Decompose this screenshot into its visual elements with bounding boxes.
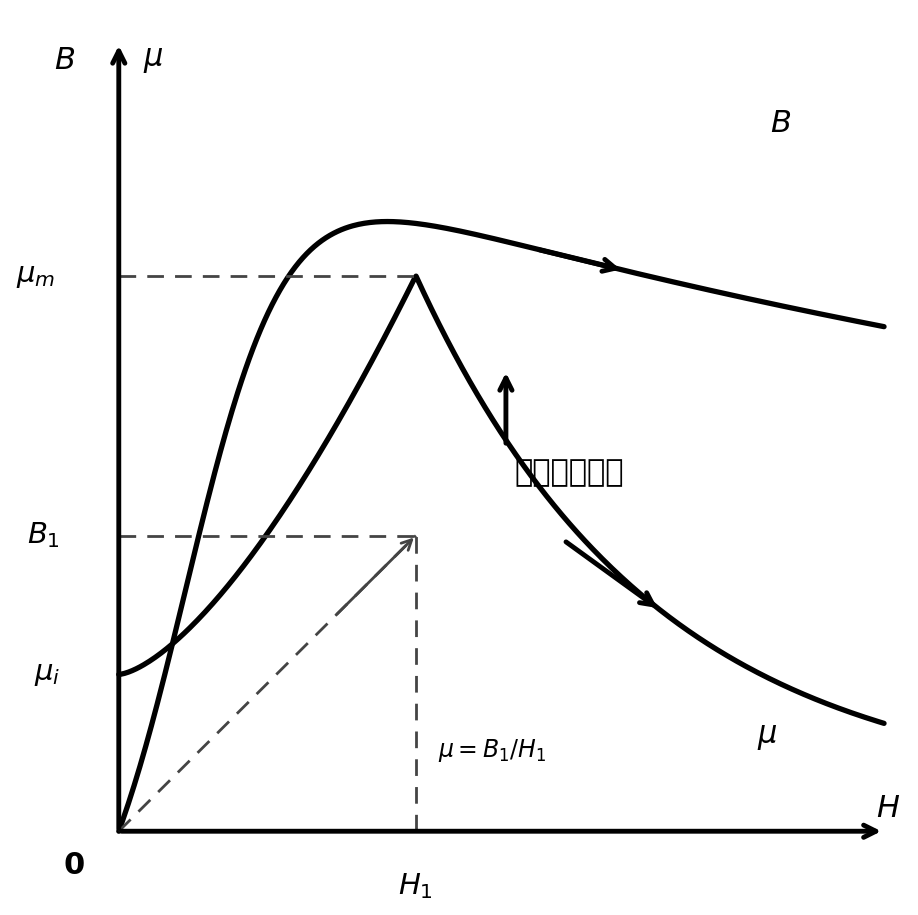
Text: $\mu_m$: $\mu_m$ bbox=[17, 262, 56, 290]
Text: $\mathbf{0}$: $\mathbf{0}$ bbox=[63, 851, 84, 880]
Text: 基本磁化曲线: 基本磁化曲线 bbox=[514, 458, 623, 488]
Text: $\mu_i$: $\mu_i$ bbox=[34, 661, 61, 688]
Text: $B$: $B$ bbox=[770, 109, 791, 138]
Text: $H$: $H$ bbox=[877, 794, 901, 824]
Text: $\mu$: $\mu$ bbox=[756, 723, 778, 751]
Text: $B$: $B$ bbox=[54, 46, 75, 75]
Text: $H_1$: $H_1$ bbox=[398, 872, 433, 901]
Text: $B_1$: $B_1$ bbox=[28, 521, 61, 551]
Text: $\mu$: $\mu$ bbox=[143, 46, 163, 75]
Text: $\mu = B_1 / H_1$: $\mu = B_1 / H_1$ bbox=[439, 737, 547, 764]
